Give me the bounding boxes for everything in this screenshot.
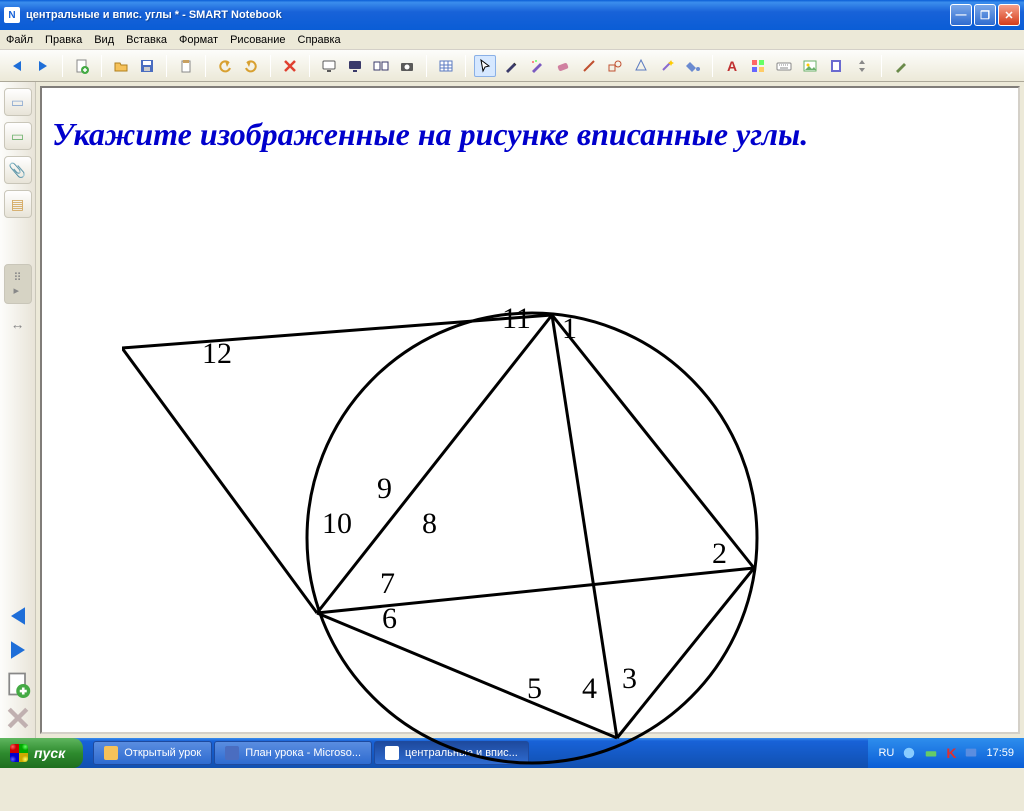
- resize-handle-icon[interactable]: ↔: [11, 316, 25, 332]
- full-screen-icon[interactable]: [344, 55, 366, 77]
- back-icon[interactable]: [6, 55, 28, 77]
- paste-icon[interactable]: [175, 55, 197, 77]
- recognize-icon[interactable]: [630, 55, 652, 77]
- dual-page-icon[interactable]: [370, 55, 392, 77]
- menu-3[interactable]: Вставка: [126, 34, 167, 46]
- magic-pen-icon[interactable]: [656, 55, 678, 77]
- screen-shade-icon[interactable]: [318, 55, 340, 77]
- window-controls: — ❐ ✕: [950, 4, 1020, 26]
- line-icon[interactable]: [578, 55, 600, 77]
- angle-label-12: 12: [202, 337, 232, 370]
- color-props-icon[interactable]: ▤: [4, 190, 32, 218]
- angle-label-9: 9: [377, 472, 392, 505]
- move-toolbar-icon[interactable]: [851, 55, 873, 77]
- page-heading: Укажите изображенные на рисунке вписанны…: [42, 88, 1018, 182]
- tray-volume-icon[interactable]: [902, 746, 916, 760]
- start-button[interactable]: пуск: [0, 738, 83, 768]
- attachments-icon[interactable]: 📎: [4, 156, 32, 184]
- toolbar-separator: [101, 55, 102, 77]
- angle-label-1: 1: [562, 312, 577, 345]
- menu-bar: Файл Правка Вид Вставка Формат Рисование Справ…: [0, 30, 1024, 50]
- open-icon[interactable]: [110, 55, 132, 77]
- table-icon[interactable]: [435, 55, 457, 77]
- minimize-button[interactable]: —: [950, 4, 972, 26]
- undo-icon[interactable]: [214, 55, 236, 77]
- back-nav-icon[interactable]: [4, 602, 32, 630]
- shapes-icon[interactable]: [604, 55, 626, 77]
- geometry-diagram: 123456789101112: [122, 288, 822, 811]
- toolbar-separator: [270, 55, 271, 77]
- tray-antivirus-icon[interactable]: K: [946, 745, 956, 761]
- window-titlebar: N центральные и впис. углы * - SMART Not…: [0, 0, 1024, 30]
- new-page-icon[interactable]: [71, 55, 93, 77]
- main-toolbar: A: [0, 50, 1024, 82]
- capture-icon[interactable]: [396, 55, 418, 77]
- angle-label-2: 2: [712, 537, 727, 570]
- menu-1[interactable]: Правка: [45, 34, 82, 46]
- toolbar-separator: [881, 55, 882, 77]
- expand-panel-icon[interactable]: ⠿▸: [4, 264, 32, 304]
- fill-icon[interactable]: [682, 55, 704, 77]
- menu-6[interactable]: Справка: [298, 34, 341, 46]
- menu-4[interactable]: Формат: [179, 34, 218, 46]
- eraser-icon[interactable]: [552, 55, 574, 77]
- angle-label-11: 11: [502, 302, 531, 335]
- toolbar-separator: [166, 55, 167, 77]
- taskbar-item-icon: [104, 746, 118, 760]
- svg-text:A: A: [727, 58, 737, 74]
- forward-nav-icon[interactable]: [4, 636, 32, 664]
- save-icon[interactable]: [136, 55, 158, 77]
- measurement-icon[interactable]: [890, 55, 912, 77]
- angle-label-3: 3: [622, 662, 637, 695]
- toolbar-separator: [62, 55, 63, 77]
- start-label: пуск: [34, 745, 65, 761]
- add-page-icon[interactable]: [4, 670, 32, 698]
- menu-0[interactable]: Файл: [6, 34, 33, 46]
- angle-label-6: 6: [382, 602, 397, 635]
- angle-label-7: 7: [380, 567, 395, 600]
- angle-label-10: 10: [322, 507, 352, 540]
- insert-media-icon[interactable]: [825, 55, 847, 77]
- properties-icon[interactable]: [747, 55, 769, 77]
- clock[interactable]: 17:59: [986, 747, 1014, 759]
- close-button[interactable]: ✕: [998, 4, 1020, 26]
- workspace: ▭ ▭ 📎 ▤ ⠿▸ ↔ Укажите изображенные на рисунке …: [0, 82, 1024, 738]
- text-icon[interactable]: A: [721, 55, 743, 77]
- window-title: центральные и впис. углы * - SMART Noteb…: [26, 9, 950, 21]
- toolbar-separator: [426, 55, 427, 77]
- toolbar-separator: [309, 55, 310, 77]
- angle-label-5: 5: [527, 672, 542, 705]
- angle-label-8: 8: [422, 507, 437, 540]
- pen-icon[interactable]: [500, 55, 522, 77]
- creative-pen-icon[interactable]: [526, 55, 548, 77]
- gallery-icon[interactable]: ▭: [4, 122, 32, 150]
- maximize-button[interactable]: ❐: [974, 4, 996, 26]
- toolbar-separator: [712, 55, 713, 77]
- redo-icon[interactable]: [240, 55, 262, 77]
- menu-2[interactable]: Вид: [94, 34, 114, 46]
- tray-network-icon[interactable]: [924, 746, 938, 760]
- forward-icon[interactable]: [32, 55, 54, 77]
- language-indicator[interactable]: RU: [878, 747, 894, 759]
- tray-monitor-icon[interactable]: [964, 746, 978, 760]
- delete-page-icon[interactable]: [4, 704, 32, 732]
- canvas-area[interactable]: Укажите изображенные на рисунке вписанны…: [40, 86, 1020, 734]
- delete-icon[interactable]: [279, 55, 301, 77]
- select-icon[interactable]: [474, 55, 496, 77]
- app-icon: N: [4, 7, 20, 23]
- gallery-item-icon[interactable]: [799, 55, 821, 77]
- keyboard-icon[interactable]: [773, 55, 795, 77]
- page-sorter-icon[interactable]: ▭: [4, 88, 32, 116]
- toolbar-separator: [205, 55, 206, 77]
- angle-label-4: 4: [582, 672, 597, 705]
- toolbar-separator: [465, 55, 466, 77]
- menu-5[interactable]: Рисование: [230, 34, 285, 46]
- side-panel: ▭ ▭ 📎 ▤ ⠿▸ ↔: [0, 82, 36, 738]
- system-tray: RU K 17:59: [868, 738, 1024, 768]
